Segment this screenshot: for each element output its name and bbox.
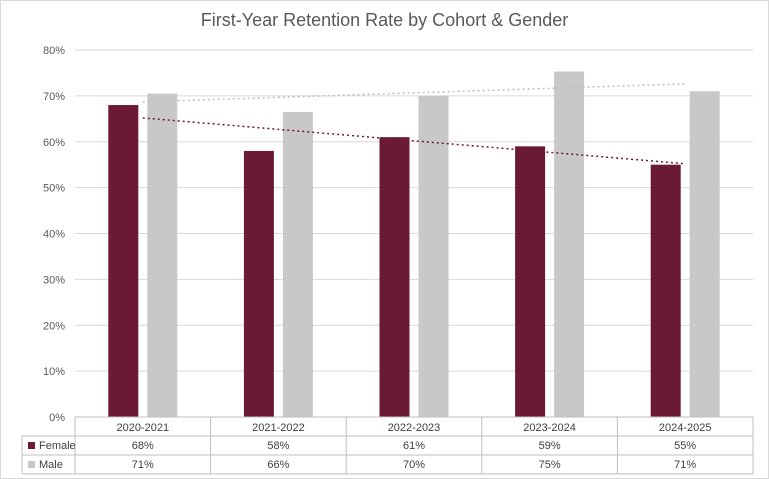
chart-title: First-Year Retention Rate by Cohort & Ge… (200, 10, 569, 30)
y-tick-label: 0% (49, 412, 65, 424)
y-tick-label: 20% (43, 320, 65, 332)
data-label: 61% (403, 440, 425, 452)
y-tick-label: 50% (43, 183, 65, 195)
bar-female (515, 146, 546, 417)
category-label: 2020-2021 (116, 422, 169, 434)
y-tick-label: 60% (43, 137, 65, 149)
category-label: 2024-2025 (659, 422, 712, 434)
legend-key-male (28, 461, 35, 468)
category-label: 2023-2024 (523, 422, 576, 434)
bar-female (243, 150, 274, 418)
y-tick-label: 10% (43, 366, 65, 378)
category-label: 2021-2022 (252, 422, 305, 434)
data-label: 71% (674, 459, 696, 471)
category-label: 2022-2023 (388, 422, 441, 434)
y-tick-label: 30% (43, 274, 65, 286)
bar-female (108, 105, 139, 418)
data-label: 66% (267, 459, 289, 471)
bar-male (554, 71, 585, 417)
bar-male (147, 93, 178, 418)
bar-female (379, 137, 410, 417)
y-tick-label: 70% (43, 91, 65, 103)
bar-male (282, 111, 313, 418)
bar-male (689, 91, 720, 417)
data-label: 75% (539, 459, 561, 471)
data-label: 68% (132, 440, 154, 452)
data-label: 59% (539, 440, 561, 452)
y-tick-label: 80% (43, 45, 65, 57)
trendline-male (142, 83, 686, 103)
legend-label: Female (39, 440, 76, 452)
bar-female (650, 164, 681, 417)
legend-label: Male (39, 459, 63, 471)
data-label: 70% (403, 459, 425, 471)
bar-male (418, 95, 449, 417)
data-label: 55% (674, 440, 696, 452)
y-tick-label: 40% (43, 229, 65, 241)
legend-key-female (28, 442, 35, 449)
trendline-female (142, 117, 686, 165)
data-label: 58% (267, 440, 289, 452)
data-label: 71% (132, 459, 154, 471)
